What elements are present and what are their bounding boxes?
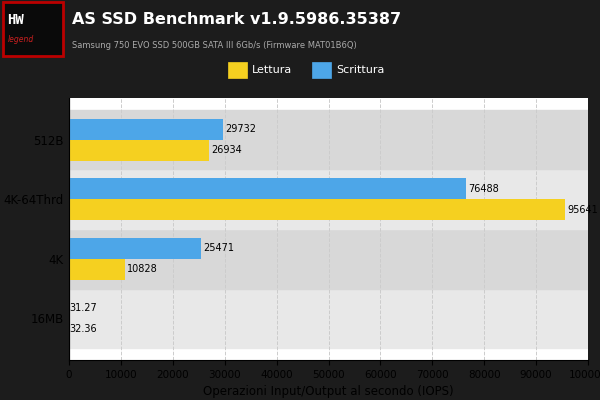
- Bar: [312, 62, 331, 78]
- Bar: [3, 2, 63, 56]
- Bar: [69, 229, 588, 288]
- Bar: [69, 140, 209, 160]
- Bar: [228, 62, 247, 78]
- Text: 25471: 25471: [203, 243, 234, 253]
- X-axis label: Operazioni Input/Output al secondo (IOPS): Operazioni Input/Output al secondo (IOPS…: [203, 385, 454, 398]
- Bar: [69, 199, 565, 220]
- Text: Samsung 750 EVO SSD 500GB SATA III 6Gb/s (Firmware MAT01B6Q): Samsung 750 EVO SSD 500GB SATA III 6Gb/s…: [72, 41, 357, 50]
- Bar: [69, 119, 223, 140]
- Bar: [69, 178, 466, 199]
- Text: 32.36: 32.36: [69, 324, 97, 334]
- Text: 26934: 26934: [211, 145, 242, 155]
- Text: HW: HW: [7, 13, 24, 27]
- Text: Scrittura: Scrittura: [336, 65, 385, 75]
- Text: 95641: 95641: [568, 205, 598, 215]
- Bar: [69, 110, 588, 170]
- Text: 29732: 29732: [226, 124, 256, 134]
- Bar: [69, 170, 588, 229]
- Text: 76488: 76488: [468, 184, 499, 194]
- Text: 31.27: 31.27: [69, 303, 97, 313]
- Bar: [69, 288, 588, 348]
- Text: Lettura: Lettura: [252, 65, 292, 75]
- Text: legend: legend: [8, 35, 34, 44]
- Text: AS SSD Benchmark v1.9.5986.35387: AS SSD Benchmark v1.9.5986.35387: [72, 12, 401, 26]
- Bar: [69, 238, 201, 259]
- Bar: [69, 259, 125, 280]
- Text: 10828: 10828: [127, 264, 158, 274]
